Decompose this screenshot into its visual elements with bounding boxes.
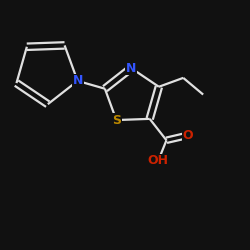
- Text: N: N: [126, 62, 136, 75]
- Text: O: O: [183, 129, 194, 142]
- Text: S: S: [112, 114, 121, 126]
- Text: N: N: [72, 74, 83, 88]
- Text: OH: OH: [148, 154, 169, 168]
